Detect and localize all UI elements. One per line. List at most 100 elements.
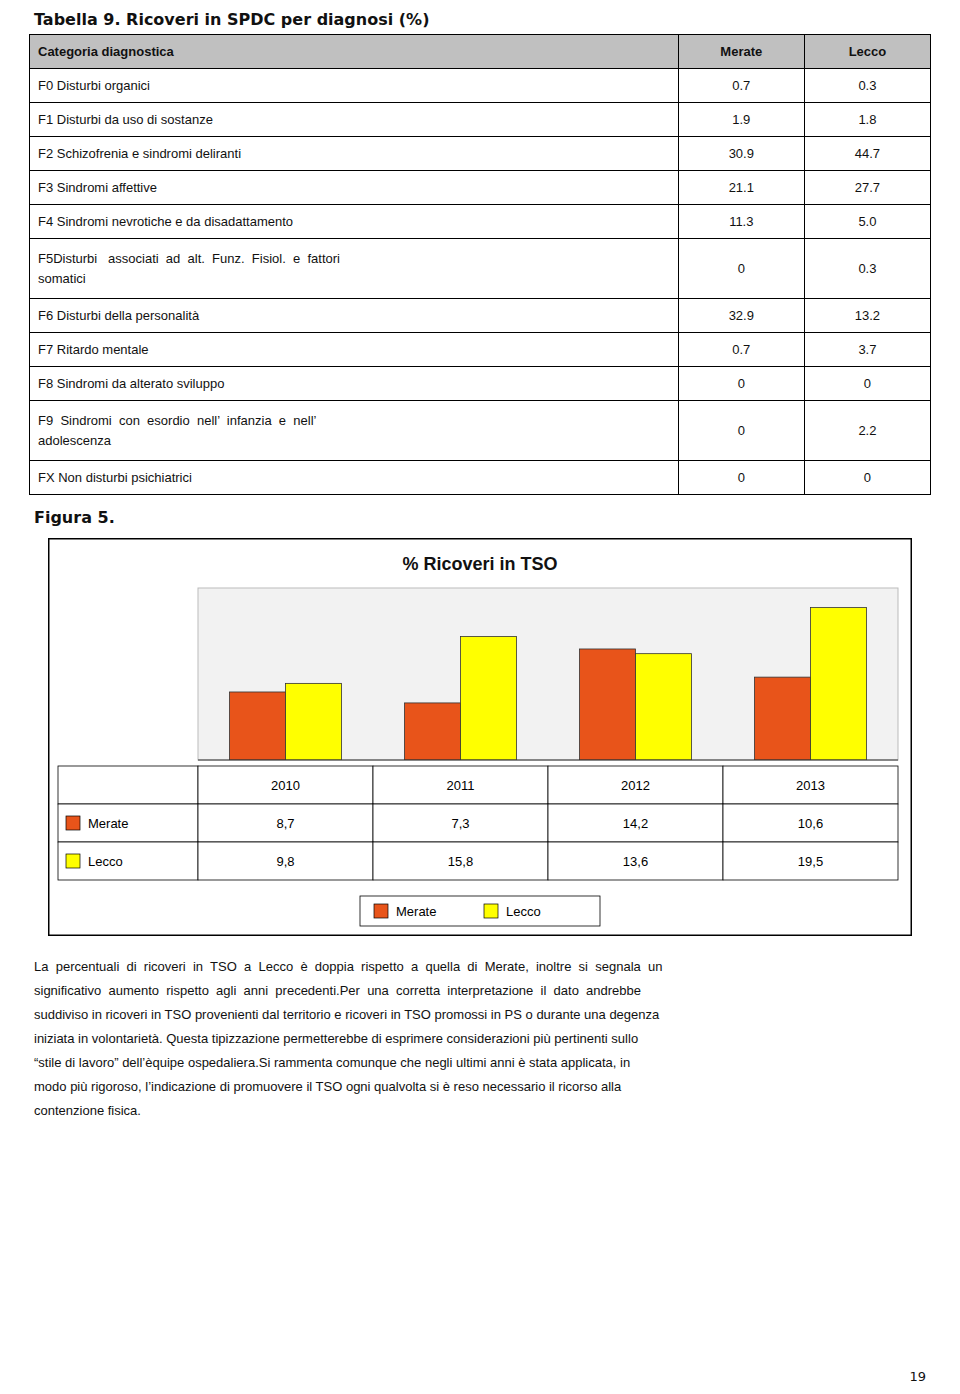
data-table-cell	[198, 842, 373, 880]
data-table-series-name: Merate	[88, 816, 128, 831]
table-cell: F7 Ritardo mentale	[30, 333, 679, 367]
table-row: FX Non disturbi psichiatrici00	[30, 461, 931, 495]
table-cell: F6 Disturbi della personalità	[30, 299, 679, 333]
data-table-value: 8,7	[276, 816, 294, 831]
legend-swatch	[374, 904, 388, 918]
legend-box	[360, 896, 600, 926]
data-table-cell	[198, 804, 373, 842]
table-cell: 32.9	[678, 299, 804, 333]
table-header-row: Categoria diagnosticaMerateLecco	[30, 35, 931, 69]
table-cell: F0 Disturbi organici	[30, 69, 679, 103]
data-table-value: 15,8	[448, 854, 473, 869]
data-table-value: 13,6	[623, 854, 648, 869]
table-cell: 0.3	[804, 239, 930, 299]
table-row: F2 Schizofrenia e sindromi deliranti30.9…	[30, 137, 931, 171]
category-label: 2012	[621, 778, 650, 793]
paragraph-line: La percentuali di ricoveri in TSO a Lecc…	[34, 955, 934, 979]
chart-border	[49, 539, 912, 936]
bar	[461, 636, 517, 760]
data-table-value: 19,5	[798, 854, 823, 869]
table-cell: 1.9	[678, 103, 804, 137]
table-cell: 13.2	[804, 299, 930, 333]
bars	[230, 608, 867, 760]
bar	[636, 654, 692, 760]
chart-title: % Ricoveri in TSO	[402, 554, 557, 574]
bar	[230, 692, 286, 760]
table-cell: 0	[678, 461, 804, 495]
table-cell: 5.0	[804, 205, 930, 239]
data-table-cell	[723, 804, 898, 842]
plot-area	[198, 588, 898, 760]
category-label: 2011	[447, 778, 475, 793]
bar	[811, 608, 867, 760]
data-table-value: 7,3	[451, 816, 469, 831]
page-number: 19	[909, 1369, 926, 1384]
bar	[755, 677, 811, 760]
data-table-cell	[723, 842, 898, 880]
data-table-cell	[373, 766, 548, 804]
data-table-cell	[548, 842, 723, 880]
table-row: F3 Sindromi affettive21.127.7	[30, 171, 931, 205]
table-cell: 1.8	[804, 103, 930, 137]
diagnosis-table: Categoria diagnosticaMerateLeccoF0 Distu…	[29, 34, 931, 495]
bar	[580, 649, 636, 760]
legend-label: Lecco	[506, 904, 541, 919]
x-axis-line	[198, 760, 898, 761]
data-table-cell	[373, 842, 548, 880]
table-header-cell: Merate	[678, 35, 804, 69]
table-cell: F3 Sindromi affettive	[30, 171, 679, 205]
bar	[405, 703, 461, 760]
table-row: F1 Disturbi da uso di sostanze1.91.8	[30, 103, 931, 137]
legend-swatch	[484, 904, 498, 918]
data-table-value: 10,6	[798, 816, 823, 831]
chart: % Ricoveri in TSO 2010 2011 2012 2013 Merate 8…	[48, 538, 912, 936]
table-header-cell: Lecco	[804, 35, 930, 69]
data-table-value: 9,8	[276, 854, 294, 869]
data-table-value: 14,2	[623, 816, 648, 831]
table-cell: 27.7	[804, 171, 930, 205]
paragraph-line: significativo aumento rispetto agli anni…	[34, 979, 934, 1003]
data-table-cell	[548, 766, 723, 804]
table-cell: F2 Schizofrenia e sindromi deliranti	[30, 137, 679, 171]
data-table-cell	[373, 804, 548, 842]
table-cell: 0	[678, 367, 804, 401]
table-cell: 44.7	[804, 137, 930, 171]
table-row: F6 Disturbi della personalità32.913.2	[30, 299, 931, 333]
table-cell: 0	[804, 367, 930, 401]
table-row: F8 Sindromi da alterato sviluppo00	[30, 367, 931, 401]
table-cell: 0	[678, 239, 804, 299]
table-cell: 0.3	[804, 69, 930, 103]
table-cell: 0.7	[678, 69, 804, 103]
table-cell: 30.9	[678, 137, 804, 171]
table-row: F0 Disturbi organici0.70.3	[30, 69, 931, 103]
table-row: F9 Sindromi con esordio nell’ infanzia e…	[30, 401, 931, 461]
data-table-cell	[58, 804, 198, 842]
table-row: F7 Ritardo mentale0.73.7	[30, 333, 931, 367]
paragraph-line: modo più rigoroso, l’indicazione di prom…	[34, 1075, 934, 1099]
table-cell: F4 Sindromi nevrotiche e da disadattamen…	[30, 205, 679, 239]
table-cell: F8 Sindromi da alterato sviluppo	[30, 367, 679, 401]
category-label: 2010	[271, 778, 300, 793]
data-table-cell	[548, 804, 723, 842]
table-header-cell: Categoria diagnostica	[30, 35, 679, 69]
paragraph-line: contenzione fisica.	[34, 1099, 934, 1123]
table-cell: FX Non disturbi psichiatrici	[30, 461, 679, 495]
table-cell: 21.1	[678, 171, 804, 205]
table-title: Tabella 9. Ricoveri in SPDC per diagnosi…	[34, 10, 429, 29]
table-cell: 11.3	[678, 205, 804, 239]
bar	[286, 683, 342, 760]
figure-label: Figura 5.	[34, 508, 115, 527]
table-cell: 0.7	[678, 333, 804, 367]
table-row: F4 Sindromi nevrotiche e da disadattamen…	[30, 205, 931, 239]
table-cell: 2.2	[804, 401, 930, 461]
data-table-cell	[58, 766, 198, 804]
data-table-cell	[198, 766, 373, 804]
table-cell: 3.7	[804, 333, 930, 367]
table-cell: F9 Sindromi con esordio nell’ infanzia e…	[30, 401, 679, 461]
data-table-cell	[58, 842, 198, 880]
category-label: 2013	[796, 778, 825, 793]
table-cell: 0	[804, 461, 930, 495]
data-table-cell	[723, 766, 898, 804]
table-row: F5Disturbi associati ad alt. Funz. Fisio…	[30, 239, 931, 299]
paragraph-line: suddiviso in ricoveri in TSO provenienti…	[34, 1003, 934, 1027]
